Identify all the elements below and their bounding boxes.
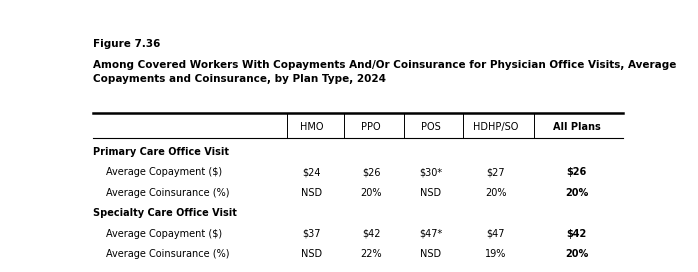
Text: Among Covered Workers With Copayments And/Or Coinsurance for Physician Office Vi: Among Covered Workers With Copayments An…	[93, 60, 676, 84]
Text: $27: $27	[487, 167, 505, 177]
Text: $47: $47	[487, 229, 505, 239]
Text: All Plans: All Plans	[553, 122, 601, 132]
Text: 19%: 19%	[485, 249, 506, 259]
Text: $42: $42	[362, 229, 380, 239]
Text: Figure 7.36: Figure 7.36	[93, 39, 160, 49]
Text: $26: $26	[567, 167, 587, 177]
Text: HMO: HMO	[300, 122, 323, 132]
Text: 22%: 22%	[360, 249, 382, 259]
Text: Average Copayment ($): Average Copayment ($)	[106, 167, 222, 177]
Text: 20%: 20%	[565, 249, 588, 259]
Text: Average Coinsurance (%): Average Coinsurance (%)	[106, 188, 230, 198]
Text: $47*: $47*	[419, 229, 443, 239]
Text: $24: $24	[302, 167, 321, 177]
Text: 20%: 20%	[360, 188, 382, 198]
Text: 20%: 20%	[485, 188, 507, 198]
Text: Average Coinsurance (%): Average Coinsurance (%)	[106, 249, 230, 259]
Text: Specialty Care Office Visit: Specialty Care Office Visit	[93, 208, 237, 218]
Text: $26: $26	[362, 167, 380, 177]
Text: HDHP/SO: HDHP/SO	[473, 122, 519, 132]
Text: POS: POS	[421, 122, 440, 132]
Text: Average Copayment ($): Average Copayment ($)	[106, 229, 222, 239]
Text: $37: $37	[302, 229, 321, 239]
Text: NSD: NSD	[420, 249, 441, 259]
Text: $30*: $30*	[419, 167, 443, 177]
Text: 20%: 20%	[565, 188, 588, 198]
Text: $42: $42	[567, 229, 587, 239]
Text: PPO: PPO	[362, 122, 381, 132]
Text: Primary Care Office Visit: Primary Care Office Visit	[93, 147, 229, 157]
Text: NSD: NSD	[420, 188, 441, 198]
Text: NSD: NSD	[301, 188, 322, 198]
Text: NSD: NSD	[301, 249, 322, 259]
